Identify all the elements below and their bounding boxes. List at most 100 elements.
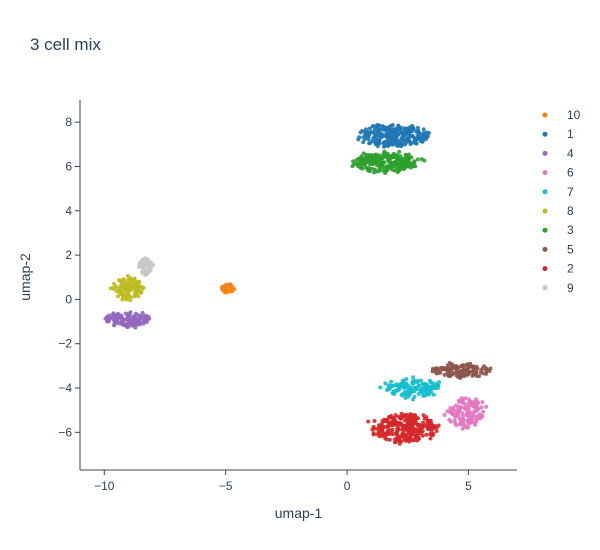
- legend-label: 7: [567, 185, 574, 199]
- data-point: [366, 137, 371, 142]
- data-point: [404, 377, 409, 381]
- data-point: [416, 431, 421, 436]
- data-point: [398, 160, 403, 165]
- data-point: [425, 426, 430, 431]
- y-axis-ticks: −6 −4 −2 0 2 4 6 8: [58, 115, 80, 439]
- data-point: [473, 399, 478, 404]
- data-point: [375, 132, 380, 137]
- legend-item-3[interactable]: 3: [542, 223, 575, 237]
- legend-item-8[interactable]: 8: [542, 204, 575, 218]
- data-point: [127, 293, 132, 298]
- data-point: [123, 322, 128, 327]
- legend-marker: [542, 227, 548, 233]
- data-point: [143, 315, 148, 320]
- data-point: [416, 391, 421, 396]
- data-point: [399, 157, 404, 162]
- data-point: [397, 167, 402, 172]
- data-point: [116, 314, 121, 319]
- data-point: [460, 426, 465, 431]
- data-point: [371, 159, 376, 164]
- legend-label: 3: [567, 223, 574, 237]
- data-point: [372, 419, 377, 423]
- data-point: [424, 415, 429, 420]
- data-point: [406, 152, 411, 157]
- data-point: [467, 402, 472, 407]
- data-point: [412, 394, 417, 399]
- data-point: [407, 430, 411, 435]
- data-point: [376, 124, 381, 129]
- data-point: [387, 437, 392, 442]
- legend-item-7[interactable]: 7: [542, 185, 575, 199]
- data-point: [390, 384, 395, 388]
- data-point: [386, 156, 391, 161]
- data-point: [422, 158, 427, 163]
- data-point: [383, 170, 387, 175]
- legend-item-6[interactable]: 6: [542, 166, 575, 180]
- data-point: [451, 407, 456, 412]
- data-point: [361, 151, 366, 156]
- data-point: [409, 161, 414, 166]
- legend-marker: [542, 170, 548, 176]
- data-point: [457, 405, 462, 410]
- data-point: [127, 284, 132, 289]
- data-point: [412, 159, 417, 164]
- data-point: [414, 137, 419, 142]
- data-point: [412, 413, 417, 418]
- legend-label: 10: [567, 108, 581, 122]
- data-point: [390, 137, 395, 142]
- data-point: [112, 322, 117, 327]
- data-point: [395, 383, 400, 388]
- data-point: [394, 430, 399, 435]
- data-point: [417, 131, 422, 136]
- legend-item-2[interactable]: 2: [542, 262, 575, 276]
- legend-marker: [542, 189, 548, 195]
- data-point: [137, 264, 142, 269]
- data-point: [474, 364, 479, 369]
- data-point: [426, 418, 431, 423]
- data-point: [488, 366, 493, 371]
- data-point: [140, 310, 145, 315]
- data-point: [423, 387, 428, 392]
- series-10: [219, 282, 237, 295]
- data-point: [351, 159, 356, 164]
- data-point: [369, 153, 374, 158]
- data-point: [416, 378, 421, 383]
- legend-item-1[interactable]: 1: [542, 127, 575, 141]
- data-point: [401, 165, 406, 170]
- data-point: [457, 398, 461, 403]
- data-point: [395, 162, 399, 167]
- x-axis-title: umap-1: [275, 505, 323, 521]
- data-point: [403, 152, 408, 157]
- data-point: [449, 366, 454, 371]
- data-point: [470, 400, 475, 405]
- data-point: [400, 382, 405, 387]
- data-point: [366, 419, 371, 424]
- legend[interactable]: 10 1 4 6 7 8 3 5 2 9: [542, 108, 581, 295]
- data-point: [390, 123, 395, 128]
- legend-item-5[interactable]: 5: [542, 242, 575, 256]
- data-point: [132, 277, 137, 282]
- legend-label: 1: [567, 127, 574, 141]
- legend-item-9[interactable]: 9: [542, 281, 575, 295]
- data-point: [421, 137, 426, 141]
- legend-item-10[interactable]: 10: [542, 108, 581, 122]
- data-point: [224, 282, 229, 287]
- data-point: [372, 124, 377, 129]
- data-point: [400, 434, 405, 439]
- y-tick-label: −2: [58, 337, 72, 351]
- legend-marker: [542, 285, 548, 291]
- data-point: [474, 404, 478, 409]
- data-point: [143, 272, 148, 277]
- data-point: [140, 316, 144, 321]
- data-point: [421, 127, 426, 132]
- data-point: [359, 163, 364, 168]
- data-point: [456, 413, 461, 418]
- data-point: [410, 427, 415, 432]
- data-point: [431, 385, 436, 389]
- data-point: [384, 140, 389, 144]
- data-point: [401, 391, 406, 396]
- data-point: [448, 409, 453, 414]
- legend-item-4[interactable]: 4: [542, 146, 575, 160]
- data-point: [417, 422, 422, 427]
- data-point: [409, 418, 413, 423]
